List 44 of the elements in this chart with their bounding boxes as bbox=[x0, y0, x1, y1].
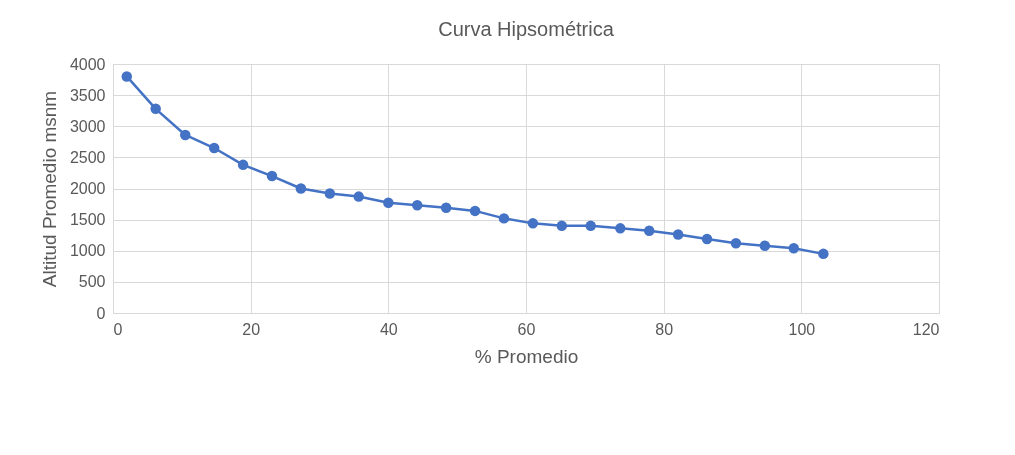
y-tick-label: 1000 bbox=[69, 242, 106, 260]
point bbox=[672, 229, 684, 240]
point bbox=[266, 170, 278, 182]
x-tick-label: 40 bbox=[379, 320, 398, 338]
point bbox=[701, 233, 713, 245]
y-tick-label: 3000 bbox=[69, 117, 106, 135]
y-tick-label: 1500 bbox=[69, 211, 106, 229]
y-tick-label: 3500 bbox=[69, 86, 106, 104]
point bbox=[324, 188, 336, 199]
point bbox=[788, 243, 800, 254]
y-tick-label: 2000 bbox=[69, 180, 106, 197]
point bbox=[615, 223, 626, 234]
y-tick-label: 4000 bbox=[69, 55, 106, 73]
point bbox=[353, 191, 364, 202]
x-tick-label: 80 bbox=[655, 320, 674, 338]
point bbox=[295, 183, 307, 194]
point bbox=[383, 197, 394, 209]
point bbox=[150, 103, 161, 115]
point bbox=[730, 238, 742, 249]
point bbox=[527, 218, 539, 229]
point bbox=[237, 159, 249, 171]
point bbox=[643, 225, 655, 237]
point bbox=[412, 200, 423, 211]
x-tick-label: 0 bbox=[113, 320, 123, 338]
point bbox=[759, 240, 771, 251]
x-tick-label: 20 bbox=[242, 320, 261, 338]
point bbox=[818, 248, 829, 260]
y-tick-label: 500 bbox=[78, 273, 106, 291]
x-axis-title: % Promedio bbox=[474, 345, 579, 367]
point bbox=[180, 129, 191, 141]
point bbox=[208, 142, 220, 154]
y-tick-label: 0 bbox=[96, 304, 106, 322]
point bbox=[585, 220, 596, 232]
x-tick-label: 100 bbox=[788, 320, 816, 338]
y-axis-title: Altitud Promedio msnm bbox=[38, 90, 60, 288]
chart-title: Curva Hipsométrica bbox=[438, 18, 615, 40]
y-tick-label: 2500 bbox=[69, 148, 106, 166]
point bbox=[440, 202, 452, 214]
point bbox=[556, 220, 568, 232]
point bbox=[498, 213, 510, 224]
point bbox=[469, 205, 481, 217]
x-tick-label: 120 bbox=[912, 320, 940, 338]
x-tick-label: 60 bbox=[517, 320, 536, 338]
point bbox=[121, 71, 133, 82]
